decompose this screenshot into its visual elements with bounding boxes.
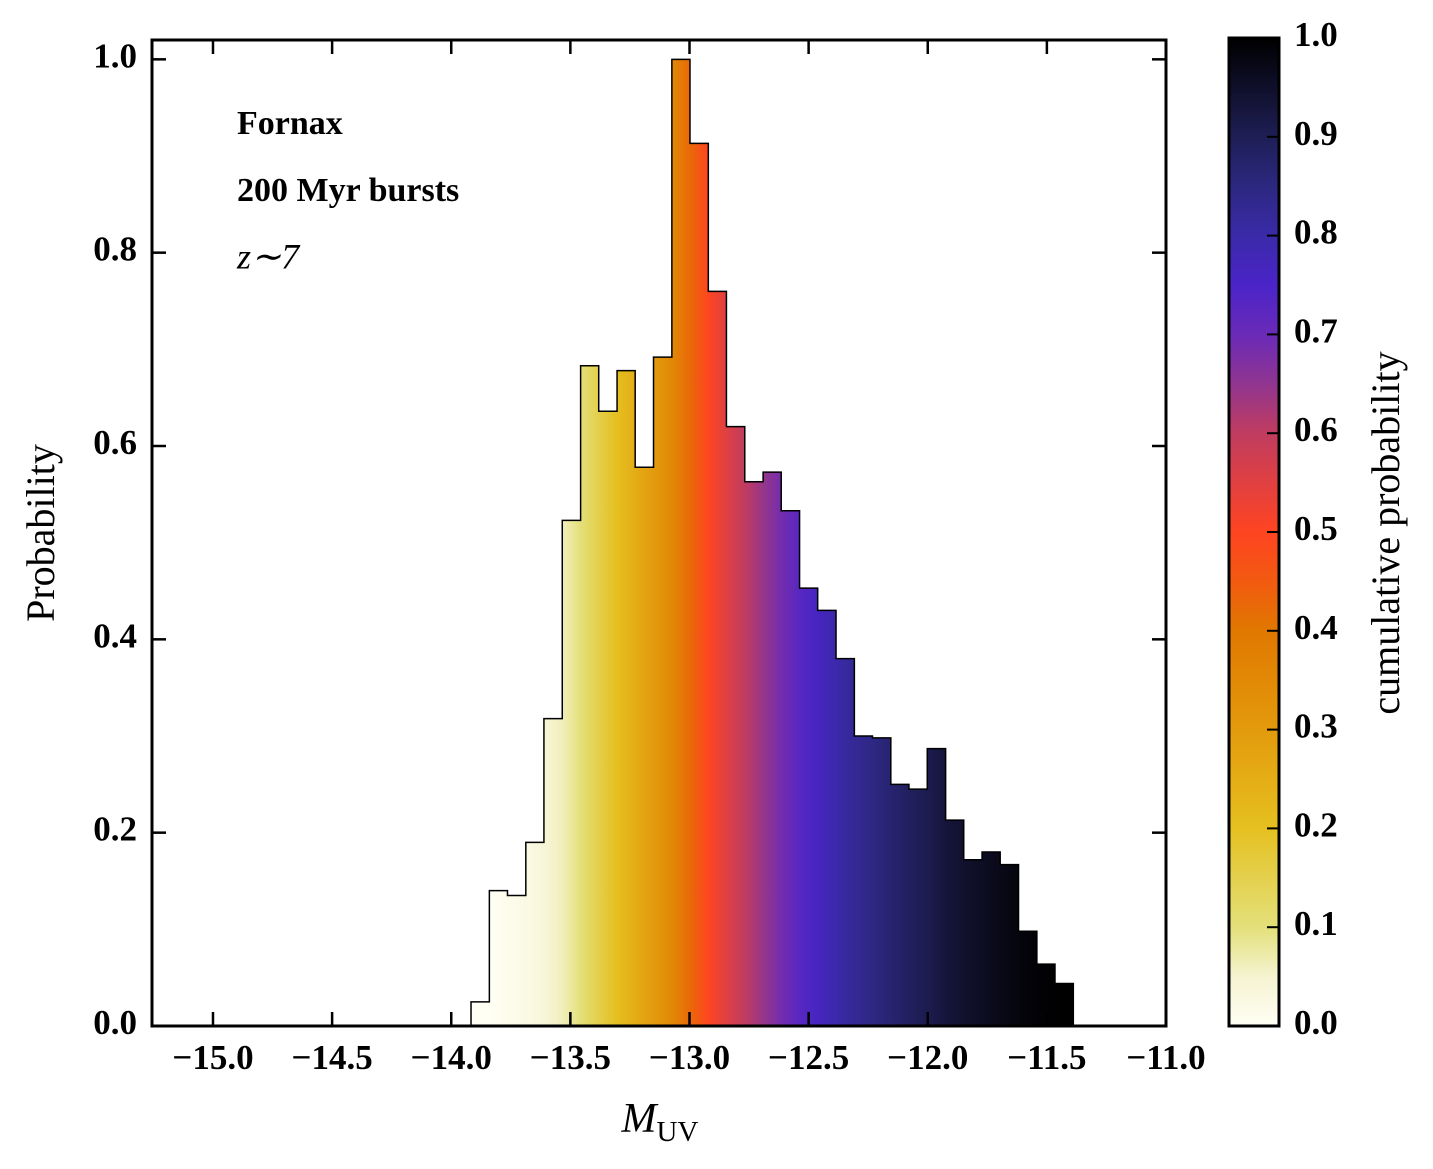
- bar: [689, 143, 709, 1026]
- colorbar-label: cumulative probability: [1363, 351, 1408, 714]
- bar: [982, 852, 1001, 1026]
- bar: [1018, 931, 1038, 1026]
- bar: [580, 365, 600, 1026]
- colorbar-tick-label: 0.3: [1294, 707, 1338, 746]
- x-tick-label: −13.5: [530, 1038, 611, 1077]
- bar: [963, 859, 983, 1026]
- bar: [908, 789, 928, 1026]
- colorbar-tick-label: 0.0: [1294, 1003, 1338, 1042]
- x-tick-label: −13.0: [649, 1038, 730, 1077]
- colorbar-tick-label: 0.8: [1294, 213, 1338, 252]
- colorbar-tick-label: 0.1: [1294, 904, 1338, 943]
- bar: [836, 658, 855, 1026]
- colorbar-tick-label: 0.6: [1294, 410, 1338, 449]
- bar: [562, 520, 582, 1026]
- bar: [543, 718, 563, 1026]
- annotation: 200 Myr bursts: [237, 172, 459, 209]
- bar: [507, 895, 527, 1026]
- bar: [471, 1001, 490, 1026]
- colorbar-tick-label: 0.5: [1294, 509, 1338, 548]
- x-tick-label: −15.0: [172, 1038, 253, 1077]
- x-tick-label: −14.0: [411, 1038, 492, 1077]
- bar: [635, 467, 654, 1026]
- colorbar-tick-label: 1.0: [1294, 15, 1338, 54]
- bar: [945, 820, 965, 1026]
- bar: [1036, 964, 1056, 1026]
- x-tick-label: −11.5: [1007, 1038, 1086, 1077]
- y-tick-label: 0.8: [93, 230, 137, 269]
- colorbar-tick-label: 0.9: [1294, 114, 1338, 153]
- bar: [708, 291, 727, 1026]
- x-label-symbol: M: [621, 1096, 659, 1142]
- bar: [1000, 864, 1019, 1026]
- y-tick-label: 0.6: [93, 423, 137, 462]
- bar: [1054, 983, 1074, 1026]
- annotation: Fornax: [237, 105, 343, 142]
- bar: [799, 588, 819, 1026]
- x-tick-label: −12.5: [768, 1038, 849, 1077]
- x-tick-label: −14.5: [292, 1038, 373, 1077]
- x-tick-label: −12.0: [887, 1038, 968, 1077]
- bar: [854, 736, 873, 1026]
- x-label-subscript: UV: [657, 1116, 699, 1148]
- plot-frame: [150, 38, 1168, 1028]
- bar: [653, 357, 673, 1027]
- colorbar-tick-label: 0.4: [1294, 608, 1338, 647]
- x-tick-label: −11.0: [1126, 1038, 1205, 1077]
- bar: [617, 370, 636, 1027]
- bar: [726, 426, 746, 1027]
- x-axis-label: MUV: [621, 1096, 699, 1148]
- colorbar-tick-label: 0.2: [1294, 805, 1338, 844]
- histogram-outline: [470, 58, 1075, 1026]
- bar: [781, 510, 800, 1026]
- bar: [890, 784, 910, 1026]
- bar: [763, 472, 782, 1027]
- bar: [872, 737, 892, 1026]
- bar: [671, 59, 691, 1027]
- bar: [817, 610, 837, 1026]
- y-tick-label: 0.0: [93, 1003, 137, 1042]
- y-axis-label: Probability: [18, 444, 63, 622]
- y-tick-label: 1.0: [93, 36, 137, 75]
- colorbar-tick-label: 0.7: [1294, 311, 1338, 350]
- bar: [525, 842, 545, 1026]
- y-tick-label: 0.4: [93, 616, 137, 655]
- annotation: z∼7: [236, 236, 301, 276]
- bar: [744, 481, 764, 1026]
- bar: [489, 890, 508, 1026]
- y-tick-label: 0.2: [93, 810, 137, 849]
- bar: [598, 411, 618, 1026]
- bar: [927, 748, 947, 1026]
